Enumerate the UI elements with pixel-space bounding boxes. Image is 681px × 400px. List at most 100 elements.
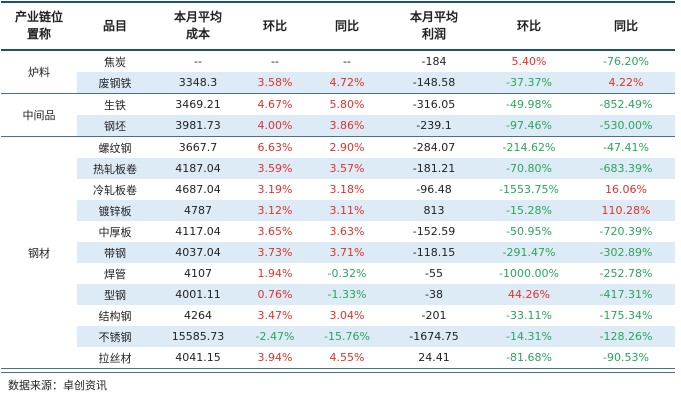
cell-profit-mom: -33.11% [506,309,552,322]
cell-cost: 3348.3 [153,72,243,94]
item-name: 拉丝材 [77,347,153,369]
cell-profit-yoy: -252.78% [599,267,653,280]
table-bottom-rule [1,372,675,373]
header-chain-line1: 产业链位 [14,10,63,24]
cell-cost: 4787 [153,200,243,221]
table-row: 不锈钢 15585.73 -2.47% -15.76% -1674.75 -14.31% -… [1,326,675,347]
cell-profit-mom: -50.95% [506,225,552,238]
header-row: 产业链位 置称 品目 本月平均 成本 环比 同比 本月平均 利润 环比 同比 [1,2,675,51]
cell-profit: -239.1 [387,115,481,137]
cell-cost-mom: 3.19% [257,183,293,196]
cell-profit: -148.58 [387,72,481,94]
cell-cost-mom: 3.59% [243,158,307,179]
cell-cost-yoy: 5.80% [329,98,365,111]
cell-profit-yoy: -175.34% [599,309,653,322]
cell-cost-yoy: 3.18% [329,183,365,196]
item-name: 螺纹钢 [98,141,132,155]
cell-profit-yoy: -852.49% [599,98,653,111]
table-row: 钢坯 3981.73 4.00% 3.86% -239.1 -97.46% -530.00% [1,115,675,137]
header-profit-line1: 本月平均 [409,10,458,24]
cell-cost: 4687.04 [175,183,221,196]
table-row: 钢材 螺纹钢 3667.7 6.63% 2.90% -284.07 -214.62% -47.… [1,136,675,369]
cell-profit-mom: -49.98% [506,98,552,111]
item-name: 结构钢 [98,309,132,323]
cell-profit-yoy: -720.39% [599,225,653,238]
header-chain-line2: 置称 [26,27,51,41]
cell-profit: -201 [421,309,447,322]
cell-cost: 3667.7 [178,141,218,154]
cell-profit: -181.21 [387,158,481,179]
item-name: 带钢 [77,242,153,263]
cell-cost-yoy: 4.72% [307,72,387,94]
group-label: 炉料 [1,50,77,94]
cell-cost-yoy: -- [343,55,351,68]
cell-profit-mom: -214.62% [502,141,556,154]
table-row: 拉丝材 4041.15 3.94% 4.55% 24.41 -81.68% -90.53% [1,347,675,369]
table-row: 镀锌板 4787 3.12% 3.11% 813 -15.28% 110.28% [1,200,675,221]
item-name: 不锈钢 [77,326,153,347]
cell-cost: 15585.73 [153,326,243,347]
cell-profit-mom: -1553.75% [499,183,559,196]
cell-cost-yoy: -0.32% [327,267,367,280]
cell-cost-mom: 1.94% [257,267,293,280]
cell-profit-yoy: -417.31% [577,284,675,305]
cell-cost-yoy: 4.55% [307,347,387,369]
item-name: 镀锌板 [77,200,153,221]
cell-cost-yoy: 3.11% [307,200,387,221]
cell-profit-yoy: -683.39% [577,158,675,179]
item-name: 型钢 [77,284,153,305]
header-cost-yoy: 同比 [307,2,387,51]
item-name: 焦炭 [104,55,126,69]
cell-cost: 4001.11 [153,284,243,305]
cell-cost-yoy: 3.57% [307,158,387,179]
table-row: 废钢铁 3348.3 3.58% 4.72% -148.58 -37.37% 4.22% [1,72,675,94]
cell-profit: -38 [387,284,481,305]
cell-profit: 24.41 [387,347,481,369]
cell-profit: -55 [425,267,443,280]
cell-profit-mom: -15.28% [481,200,577,221]
cell-profit-mom: 44.26% [481,284,577,305]
cell-cost-yoy: -1.33% [307,284,387,305]
cell-profit: -152.59 [412,225,456,238]
header-avg-profit: 本月平均 利润 [387,2,481,51]
cell-profit-mom: -70.80% [481,158,577,179]
cell-cost: 4107 [184,267,212,280]
cell-cost: 4037.04 [153,242,243,263]
table-row: 热轧板卷 4187.04 3.59% 3.57% -181.21 -70.80% -683.… [1,158,675,179]
cell-cost-mom: 3.94% [243,347,307,369]
table-body: 产业链位 置称 品目 本月平均 成本 环比 同比 本月平均 利润 环比 同比 炉料 焦炭… [1,2,675,369]
cell-cost: 3981.73 [153,115,243,137]
cell-cost-mom: 3.47% [257,309,293,322]
cell-profit: -284.07 [412,141,456,154]
header-chain-position: 产业链位 置称 [1,2,77,51]
cell-cost-mom: 3.12% [243,200,307,221]
cell-cost: 4264 [184,309,212,322]
cell-profit-mom: -14.31% [481,326,577,347]
cell-profit-yoy: 4.22% [577,72,675,94]
cell-cost-mom: 3.73% [243,242,307,263]
cell-profit-yoy: -90.53% [577,347,675,369]
cell-profit: 813 [387,200,481,221]
cell-cost-yoy: 3.04% [329,309,365,322]
cell-cost: 4041.15 [153,347,243,369]
cell-profit: -1674.75 [387,326,481,347]
table-row: 炉料 焦炭 -- -- -- -184 5.40% -76.20% [1,50,675,94]
cell-profit-yoy: -530.00% [577,115,675,137]
table-row: 结构钢 4264 3.47% 3.04% -201 -33.11% -175.34% [1,305,675,326]
table-row: 中厚板 4117.04 3.65% 3.63% -152.59 -50.95% -720.3… [1,221,675,242]
item-name: 钢坯 [77,115,153,137]
cell-cost-yoy: 2.90% [329,141,365,154]
table-row: 带钢 4037.04 3.73% 3.71% -118.15 -291.47% -302.8… [1,242,675,263]
item-name: 焊管 [104,267,126,281]
item-name: 热轧板卷 [77,158,153,179]
cell-cost: 3469.21 [175,98,221,111]
item-name: 生铁 [104,98,126,112]
cell-profit: -96.48 [416,183,452,196]
cell-profit-mom: 5.40% [511,55,547,68]
cell-profit-yoy: -128.26% [577,326,675,347]
cell-cost: 4187.04 [153,158,243,179]
cell-cost-mom: 3.58% [243,72,307,94]
cell-profit: -184 [421,55,447,68]
cell-cost: 4117.04 [175,225,221,238]
